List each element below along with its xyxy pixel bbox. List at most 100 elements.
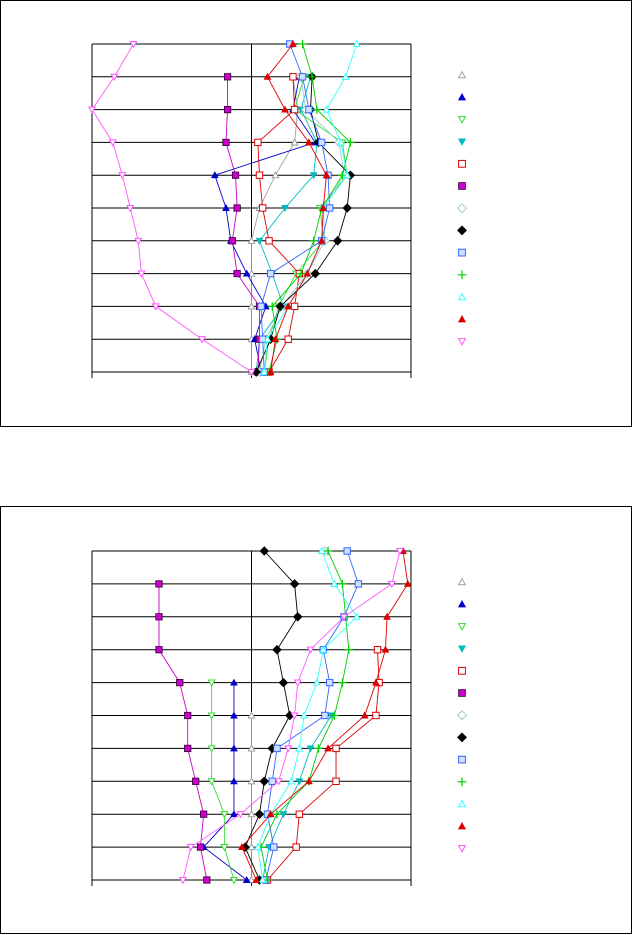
data-point	[207, 712, 216, 720]
legend-marker	[456, 203, 468, 214]
data-point	[381, 645, 390, 653]
data-point	[403, 579, 412, 587]
data-point	[126, 204, 135, 213]
legend-marker	[458, 182, 466, 190]
data-point	[260, 367, 269, 376]
data-point	[247, 777, 256, 785]
series-13	[87, 40, 256, 377]
data-point	[222, 203, 230, 211]
data-point	[266, 367, 275, 375]
data-point	[290, 138, 299, 146]
data-point	[284, 745, 293, 753]
data-point	[312, 678, 321, 686]
legend-marker	[457, 577, 467, 586]
legend-marker	[457, 92, 467, 101]
data-point	[387, 580, 396, 589]
data-point	[330, 579, 339, 587]
data-point	[134, 237, 143, 246]
line-chart-bottom	[91, 546, 468, 886]
data-point	[231, 171, 240, 179]
data-point	[176, 678, 184, 687]
line-chart-top	[87, 39, 468, 378]
data-point	[289, 39, 297, 47]
data-point	[305, 138, 313, 146]
series-1	[247, 711, 256, 884]
data-point	[247, 368, 256, 377]
data-point	[310, 268, 321, 279]
data-point	[87, 106, 97, 114]
series-13	[178, 547, 404, 885]
data-point	[223, 73, 232, 81]
data-point	[360, 711, 369, 719]
data-point	[305, 777, 313, 785]
data-point	[341, 72, 350, 80]
data-point	[292, 843, 300, 851]
data-point	[238, 843, 246, 851]
data-point	[300, 711, 309, 719]
data-point	[184, 744, 192, 752]
data-point	[307, 72, 317, 81]
data-point	[284, 302, 293, 310]
data-point	[110, 73, 119, 82]
series-12	[263, 39, 331, 375]
data-point	[230, 744, 238, 752]
data-point	[290, 302, 299, 311]
data-point	[118, 172, 127, 180]
data-point	[258, 204, 267, 212]
data-point	[343, 547, 351, 555]
data-point	[230, 678, 238, 686]
data-point	[275, 301, 285, 312]
data-point	[321, 711, 329, 720]
data-point	[220, 844, 229, 852]
data-point	[196, 843, 205, 851]
data-point	[317, 236, 326, 244]
data-point	[228, 237, 236, 245]
data-point	[296, 269, 306, 278]
data-point	[247, 875, 256, 884]
data-point	[289, 579, 300, 589]
data-point	[306, 646, 315, 654]
data-point	[330, 711, 339, 720]
legend-marker	[457, 314, 467, 323]
data-point	[352, 39, 361, 48]
data-point	[266, 269, 275, 278]
data-point	[295, 810, 304, 818]
data-point	[220, 811, 229, 819]
data-point	[155, 646, 163, 654]
data-point	[395, 547, 404, 556]
series-8	[251, 72, 356, 377]
data-point	[255, 171, 264, 179]
data-point	[247, 711, 256, 719]
legend	[456, 577, 468, 853]
data-point	[263, 72, 272, 80]
legend-marker	[457, 338, 467, 346]
legend-marker	[457, 645, 467, 653]
data-point	[305, 105, 313, 114]
data-point	[298, 39, 307, 49]
data-point	[292, 612, 303, 622]
data-point	[339, 613, 349, 622]
data-point	[247, 302, 256, 310]
data-point	[338, 678, 347, 687]
data-point	[229, 876, 239, 885]
legend-marker	[458, 755, 466, 764]
data-point	[332, 777, 340, 786]
data-point	[289, 73, 297, 81]
series-4	[252, 73, 321, 377]
data-point	[281, 205, 289, 213]
legend-marker	[457, 777, 467, 787]
chart-panel-bottom	[0, 506, 632, 934]
series-line	[158, 583, 208, 881]
legend-marker	[457, 70, 467, 79]
series-line	[251, 76, 299, 372]
series-line	[262, 715, 332, 881]
data-point	[203, 876, 211, 884]
data-point	[242, 875, 251, 883]
data-point	[298, 73, 307, 81]
data-point	[284, 335, 292, 343]
data-point	[230, 810, 238, 818]
legend-marker	[457, 292, 467, 301]
data-point	[352, 612, 361, 620]
data-point	[346, 138, 355, 147]
series-2	[210, 72, 320, 375]
